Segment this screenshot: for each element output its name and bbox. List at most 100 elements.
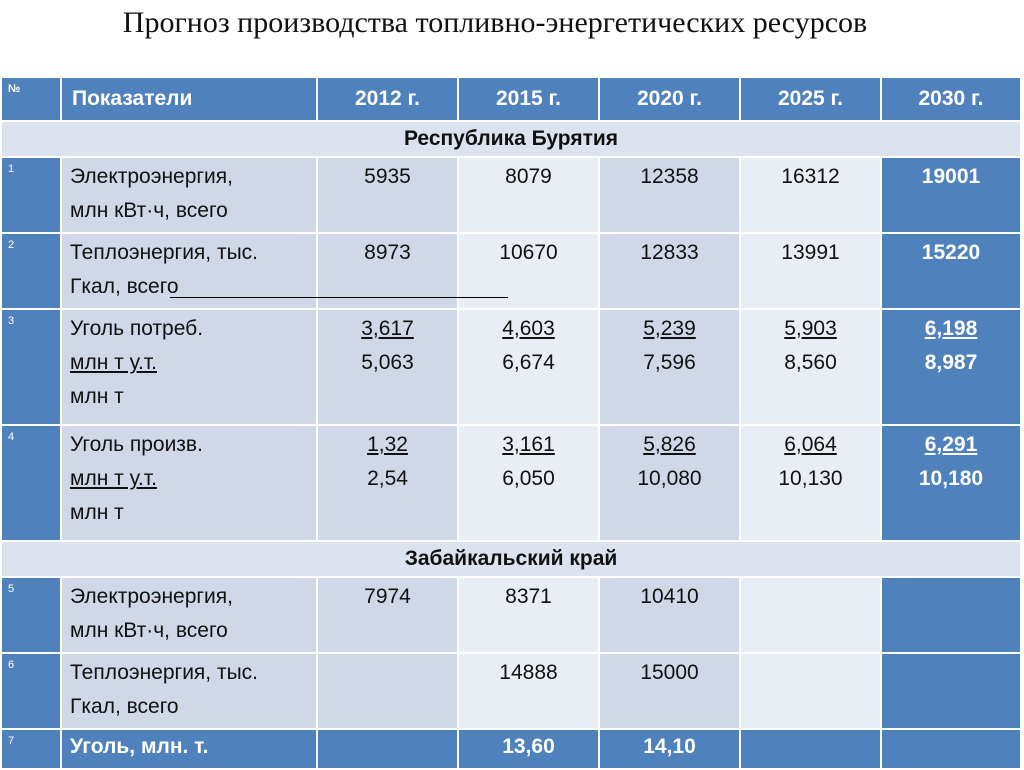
value-line: 6,674 xyxy=(502,351,555,374)
value-cell xyxy=(739,728,882,770)
label-line: Гкал, всего xyxy=(70,695,179,718)
value-cell: 19001 xyxy=(880,156,1022,234)
value-line: 6,050 xyxy=(502,467,555,490)
value-cell: 14,10 xyxy=(598,728,741,770)
value-cell: 8973 xyxy=(316,232,459,310)
label-line: млн кВт·ч, всего xyxy=(70,619,228,642)
header-year-2015: 2015 г. xyxy=(457,76,600,122)
row-label: Уголь произв. млн т у.т. млн т xyxy=(60,424,318,542)
value-line: 6,198 xyxy=(924,317,978,340)
table-row: 5 Электроэнергия, млн кВт·ч, всего 7974 … xyxy=(0,576,1022,654)
row-label: Уголь потреб. млн т у.т. млн т xyxy=(60,308,318,426)
value-cell: 7974 xyxy=(316,576,459,654)
label-line: млн т у.т. xyxy=(70,467,157,490)
value-cell: 6,064 10,130 xyxy=(739,424,882,542)
value-cell: 3,161 6,050 xyxy=(457,424,600,542)
value-cell: 5,826 10,080 xyxy=(598,424,741,542)
header-year-2025: 2025 г. xyxy=(739,76,882,122)
row-num: 2 xyxy=(0,232,62,310)
value-cell: 6,198 8,987 xyxy=(880,308,1022,426)
value-line: 5,826 xyxy=(643,433,696,456)
value-cell: 3,617 5,063 xyxy=(316,308,459,426)
value-cell xyxy=(316,652,459,730)
header-year-2012: 2012 г. xyxy=(316,76,459,122)
table-row: 7 Уголь, млн. т. 13,60 14,10 xyxy=(0,728,1022,770)
value-cell: 12358 xyxy=(598,156,741,234)
value-cell: 5,903 8,560 xyxy=(739,308,882,426)
label-line: Гкал, всего xyxy=(70,275,179,298)
label-line: Электроэнергия, xyxy=(70,585,233,608)
value-cell xyxy=(880,576,1022,654)
label-line: Теплоэнергия, тыс. xyxy=(70,241,259,264)
row-num: 6 xyxy=(0,652,62,730)
label-line: Теплоэнергия, тыс. xyxy=(70,661,259,684)
table-row: 4 Уголь произв. млн т у.т. млн т 1,32 2,5… xyxy=(0,424,1022,542)
row-num: 3 xyxy=(0,308,62,426)
value-cell: 5,239 7,596 xyxy=(598,308,741,426)
row-label: Электроэнергия, млн кВт·ч, всего xyxy=(60,156,318,234)
value-cell: 1,32 2,54 xyxy=(316,424,459,542)
value-line: 3,161 xyxy=(502,433,555,456)
value-line: 6,064 xyxy=(784,433,837,456)
value-line: 5,063 xyxy=(361,351,414,374)
label-line: млн т xyxy=(70,501,124,524)
header-num: № xyxy=(0,76,62,122)
value-cell: 15000 xyxy=(598,652,741,730)
value-cell: 10410 xyxy=(598,576,741,654)
row-num: 1 xyxy=(0,156,62,234)
label-line: млн кВт·ч, всего xyxy=(70,199,228,222)
value-cell: 5935 xyxy=(316,156,459,234)
value-cell: 13991 xyxy=(739,232,882,310)
section-row: Забайкальский край xyxy=(0,540,1022,578)
header-indicator: Показатели xyxy=(60,76,318,122)
label-line: млн т у.т. xyxy=(70,351,157,374)
header-year-2020: 2020 г. xyxy=(598,76,741,122)
row-num: 7 xyxy=(0,728,62,770)
value-cell: 4,603 6,674 xyxy=(457,308,600,426)
table-row: 2 Теплоэнергия, тыс. Гкал, всего 8973 10… xyxy=(0,232,1022,310)
header-row: № Показатели 2012 г. 2015 г. 2020 г. 202… xyxy=(0,76,1022,122)
value-line: 6,291 xyxy=(924,433,978,456)
row-num: 5 xyxy=(0,576,62,654)
value-line: 10,080 xyxy=(637,467,702,490)
value-cell: 8371 xyxy=(457,576,600,654)
value-line: 8,987 xyxy=(924,351,978,374)
row-label: Электроэнергия, млн кВт·ч, всего xyxy=(60,576,318,654)
value-cell: 16312 xyxy=(739,156,882,234)
value-cell: 8079 xyxy=(457,156,600,234)
header-year-2030: 2030 г. xyxy=(880,76,1022,122)
value-line: 8,560 xyxy=(784,351,837,374)
label-line: Электроэнергия, xyxy=(70,165,233,188)
forecast-table: № Показатели 2012 г. 2015 г. 2020 г. 202… xyxy=(0,76,1022,770)
value-cell xyxy=(316,728,459,770)
row-label: Теплоэнергия, тыс. Гкал, всего xyxy=(60,652,318,730)
row-label: Уголь, млн. т. xyxy=(60,728,318,770)
value-line: 1,32 xyxy=(367,433,408,456)
value-line: 2,54 xyxy=(367,467,408,490)
value-line: 4,603 xyxy=(502,317,555,340)
section-title-zabaikalsky: Забайкальский край xyxy=(0,540,1022,578)
value-cell xyxy=(880,728,1022,770)
value-cell: 12833 xyxy=(598,232,741,310)
table-row: 1 Электроэнергия, млн кВт·ч, всего 5935 … xyxy=(0,156,1022,234)
value-line: 10,180 xyxy=(918,467,984,490)
annotation-line xyxy=(170,297,508,298)
section-title-buryatia: Республика Бурятия xyxy=(0,120,1022,158)
value-line: 5,239 xyxy=(643,317,696,340)
row-num: 4 xyxy=(0,424,62,542)
label-line: млн т xyxy=(70,385,124,408)
value-line: 5,903 xyxy=(784,317,837,340)
table-row: 6 Теплоэнергия, тыс. Гкал, всего 14888 1… xyxy=(0,652,1022,730)
value-cell: 14888 xyxy=(457,652,600,730)
table-row: 3 Уголь потреб. млн т у.т. млн т 3,617 5,… xyxy=(0,308,1022,426)
label-line: Уголь произв. xyxy=(70,433,203,456)
value-cell xyxy=(880,652,1022,730)
page-title: Прогноз производства топливно-энергетиче… xyxy=(122,6,868,39)
label-line: Уголь потреб. xyxy=(70,317,204,340)
value-line: 7,596 xyxy=(643,351,696,374)
value-cell: 13,60 xyxy=(457,728,600,770)
value-cell: 15220 xyxy=(880,232,1022,310)
value-cell xyxy=(739,652,882,730)
value-cell: 6,291 10,180 xyxy=(880,424,1022,542)
value-cell xyxy=(739,576,882,654)
